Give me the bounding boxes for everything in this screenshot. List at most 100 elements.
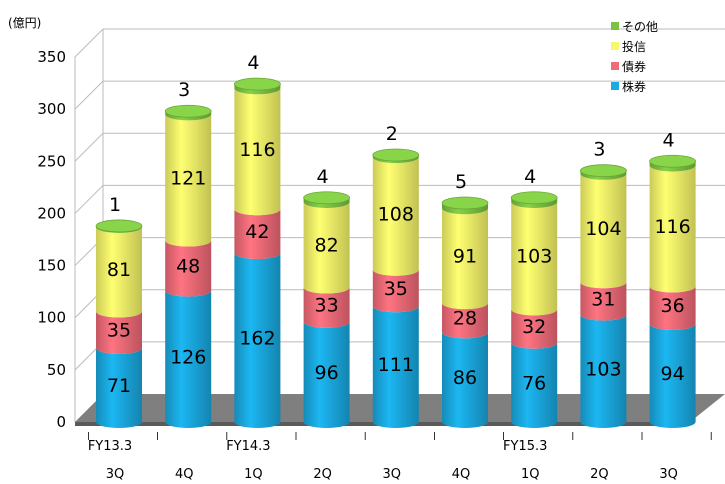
y-tick-label: 300 — [37, 100, 66, 118]
bar-top-cap — [233, 77, 281, 91]
bar-segment-株券 — [372, 306, 419, 428]
bar-top-cap — [510, 191, 558, 205]
bar-segment-債券 — [511, 309, 558, 349]
x-quarter-label: 3Q — [659, 467, 678, 482]
y-tick-label: 350 — [37, 48, 66, 66]
data-label: 28 — [453, 308, 477, 330]
data-label: 35 — [107, 320, 131, 342]
gridline-depth — [74, 185, 104, 214]
bar-top-cap — [372, 148, 420, 162]
x-quarter-label: 4Q — [452, 467, 471, 482]
bars — [95, 77, 696, 428]
data-label: 36 — [661, 295, 685, 317]
data-label: 82 — [315, 235, 339, 257]
bar-segment-株券 — [234, 253, 281, 428]
data-label: 71 — [107, 375, 131, 397]
bar-segment-債券 — [303, 287, 350, 328]
data-label: 108 — [378, 203, 414, 225]
data-label-other: 4 — [524, 166, 536, 188]
y-tick-label: 50 — [47, 361, 66, 379]
data-label: 116 — [239, 139, 275, 161]
x-quarter-label: 3Q — [106, 467, 125, 482]
bar-segment-債券 — [96, 311, 142, 354]
data-label-other: 5 — [455, 171, 467, 193]
y-tick-label: 200 — [37, 204, 66, 222]
y-tick-label: 250 — [37, 152, 66, 170]
data-label-other: 1 — [109, 194, 121, 216]
data-label: 94 — [661, 363, 685, 385]
x-quarter-label: 2Q — [313, 467, 332, 482]
bar-segment-投信 — [372, 157, 419, 276]
data-label: 35 — [384, 278, 408, 300]
data-label: 42 — [245, 221, 269, 243]
data-label-other: 4 — [317, 166, 329, 188]
y-tick-label: 0 — [56, 413, 66, 431]
legend-label: その他 — [622, 20, 658, 34]
bar-segment-投信 — [165, 114, 212, 247]
x-period-label: FY14.3 — [226, 439, 270, 454]
bar-segment-債券 — [580, 282, 627, 321]
data-label: 103 — [585, 358, 621, 380]
legend-swatch — [611, 62, 619, 70]
y-tick-label: 100 — [37, 309, 66, 327]
bar-segment-株券 — [303, 321, 350, 428]
bar-segment-債券 — [372, 269, 419, 313]
data-label: 86 — [453, 367, 477, 389]
bar-segment-株券 — [511, 342, 558, 428]
x-quarter-label: 2Q — [590, 467, 609, 482]
bar-segment-その他 — [372, 155, 419, 164]
bar-segment-株券 — [649, 323, 696, 428]
data-label-other: 4 — [663, 129, 675, 151]
data-label-other: 4 — [247, 52, 259, 74]
bar-segment-投信 — [303, 201, 350, 294]
bar-segment-投信 — [580, 173, 627, 289]
gridline-depth — [74, 80, 104, 110]
legend-label: 株券 — [622, 79, 646, 94]
data-label: 31 — [591, 288, 615, 310]
data-label-other: 3 — [593, 139, 605, 161]
bar-segment-株券 — [165, 290, 212, 428]
bar-top-cap — [441, 196, 489, 210]
data-label: 48 — [176, 256, 200, 278]
gridline-depth — [74, 132, 104, 162]
data-label: 103 — [516, 246, 552, 268]
bar-segment-その他 — [649, 161, 696, 172]
bar-segment-株券 — [96, 347, 142, 428]
bar-segment-その他 — [303, 197, 350, 208]
x-quarter-label: 4Q — [175, 467, 194, 482]
legend-label: 投信 — [622, 39, 646, 54]
data-label: 126 — [170, 346, 206, 368]
bar-segment-投信 — [649, 165, 696, 293]
data-label-other: 2 — [386, 123, 398, 145]
data-label: 32 — [522, 316, 546, 338]
bar-segment-株券 — [442, 332, 488, 428]
bar-top-cap — [649, 154, 696, 168]
bar-segment-その他 — [511, 197, 558, 208]
bar-segment-その他 — [580, 170, 627, 180]
bar-segment-その他 — [234, 84, 281, 95]
x-quarter-label: 3Q — [383, 467, 402, 482]
axes: (億円) 0 50 100 150 200 250 300 350 FY13.3 3Q 4Q FY14.… — [8, 16, 712, 482]
data-label: 91 — [453, 246, 477, 268]
gridline-depth — [74, 28, 104, 58]
x-period-label: FY13.3 — [88, 439, 132, 454]
data-label: 96 — [315, 362, 339, 384]
data-label: 33 — [315, 295, 339, 317]
legend-label: 債券 — [622, 59, 646, 74]
bar-segment-その他 — [165, 111, 212, 121]
data-label: 162 — [239, 328, 275, 350]
bar-segment-債券 — [165, 240, 212, 297]
bar-segment-投信 — [511, 201, 558, 316]
data-label: 76 — [522, 372, 546, 394]
bar-segment-その他 — [442, 203, 488, 215]
y-unit-label: (億円) — [8, 16, 41, 30]
legend-swatch — [611, 42, 619, 50]
legend-swatch — [611, 22, 619, 30]
data-label-other: 3 — [178, 79, 190, 101]
bar-top-cap — [580, 164, 627, 178]
data-label: 81 — [107, 259, 131, 281]
data-label: 111 — [378, 354, 414, 376]
bar-segment-投信 — [442, 208, 488, 310]
